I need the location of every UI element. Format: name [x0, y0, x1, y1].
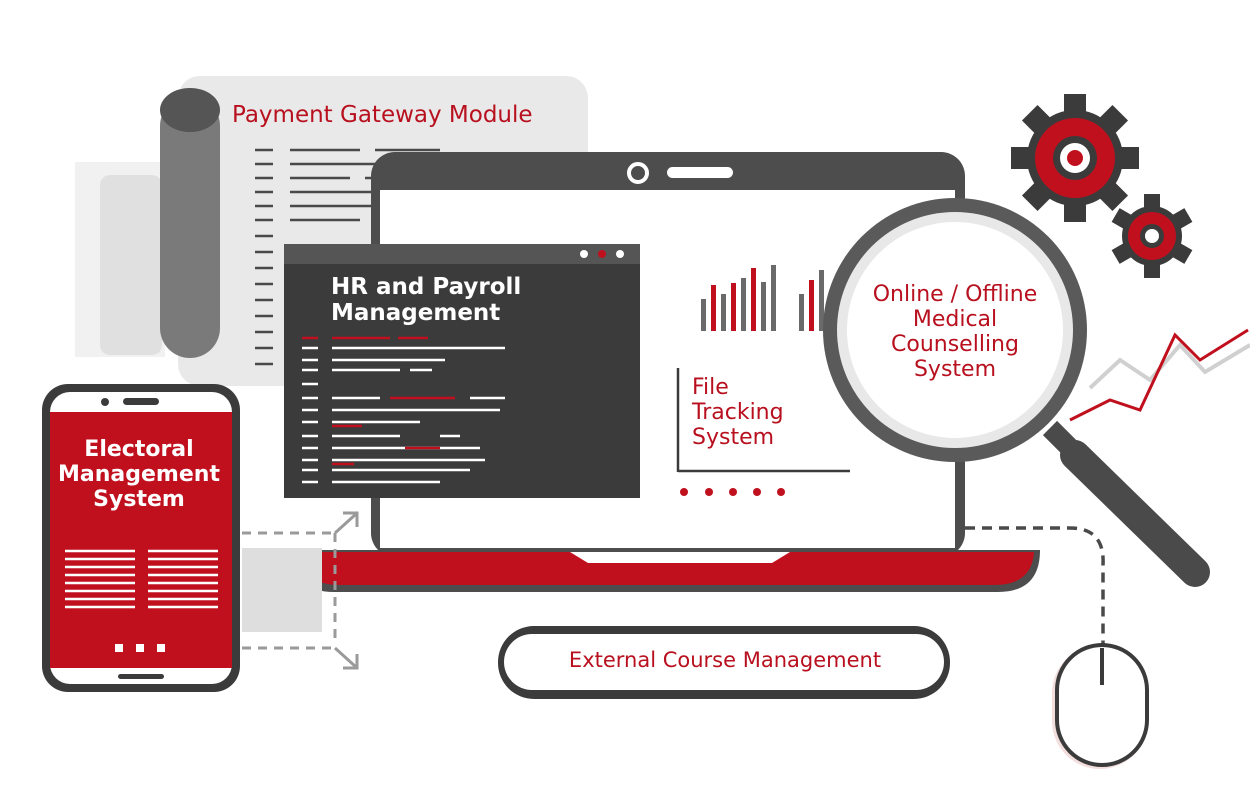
connector-arrows [242, 511, 359, 670]
bar-chart-icon [701, 265, 824, 331]
code-window [284, 244, 640, 498]
external-course-label: External Course Management [568, 648, 882, 672]
electoral-management-label: Electoral Management System [58, 437, 220, 512]
hr-payroll-label: HR and Payroll Management [331, 274, 522, 326]
mouse-icon [965, 526, 1149, 769]
payment-gateway-label: Payment Gateway Module [232, 102, 533, 128]
arrow-icon [333, 646, 359, 670]
file-tracking-chart [676, 368, 850, 496]
gear-icon [1011, 94, 1139, 222]
file-tracking-label: File Tracking System [692, 375, 784, 450]
trend-line-icon [1069, 328, 1250, 422]
medical-counselling-label: Online / Offline Medical Counselling Sys… [872, 282, 1038, 382]
arrow-icon [333, 511, 359, 535]
magnifier-icon [823, 198, 1210, 587]
gear-icon [1111, 194, 1193, 278]
external-course-pill [498, 626, 950, 699]
smartphone-icon [42, 384, 240, 692]
